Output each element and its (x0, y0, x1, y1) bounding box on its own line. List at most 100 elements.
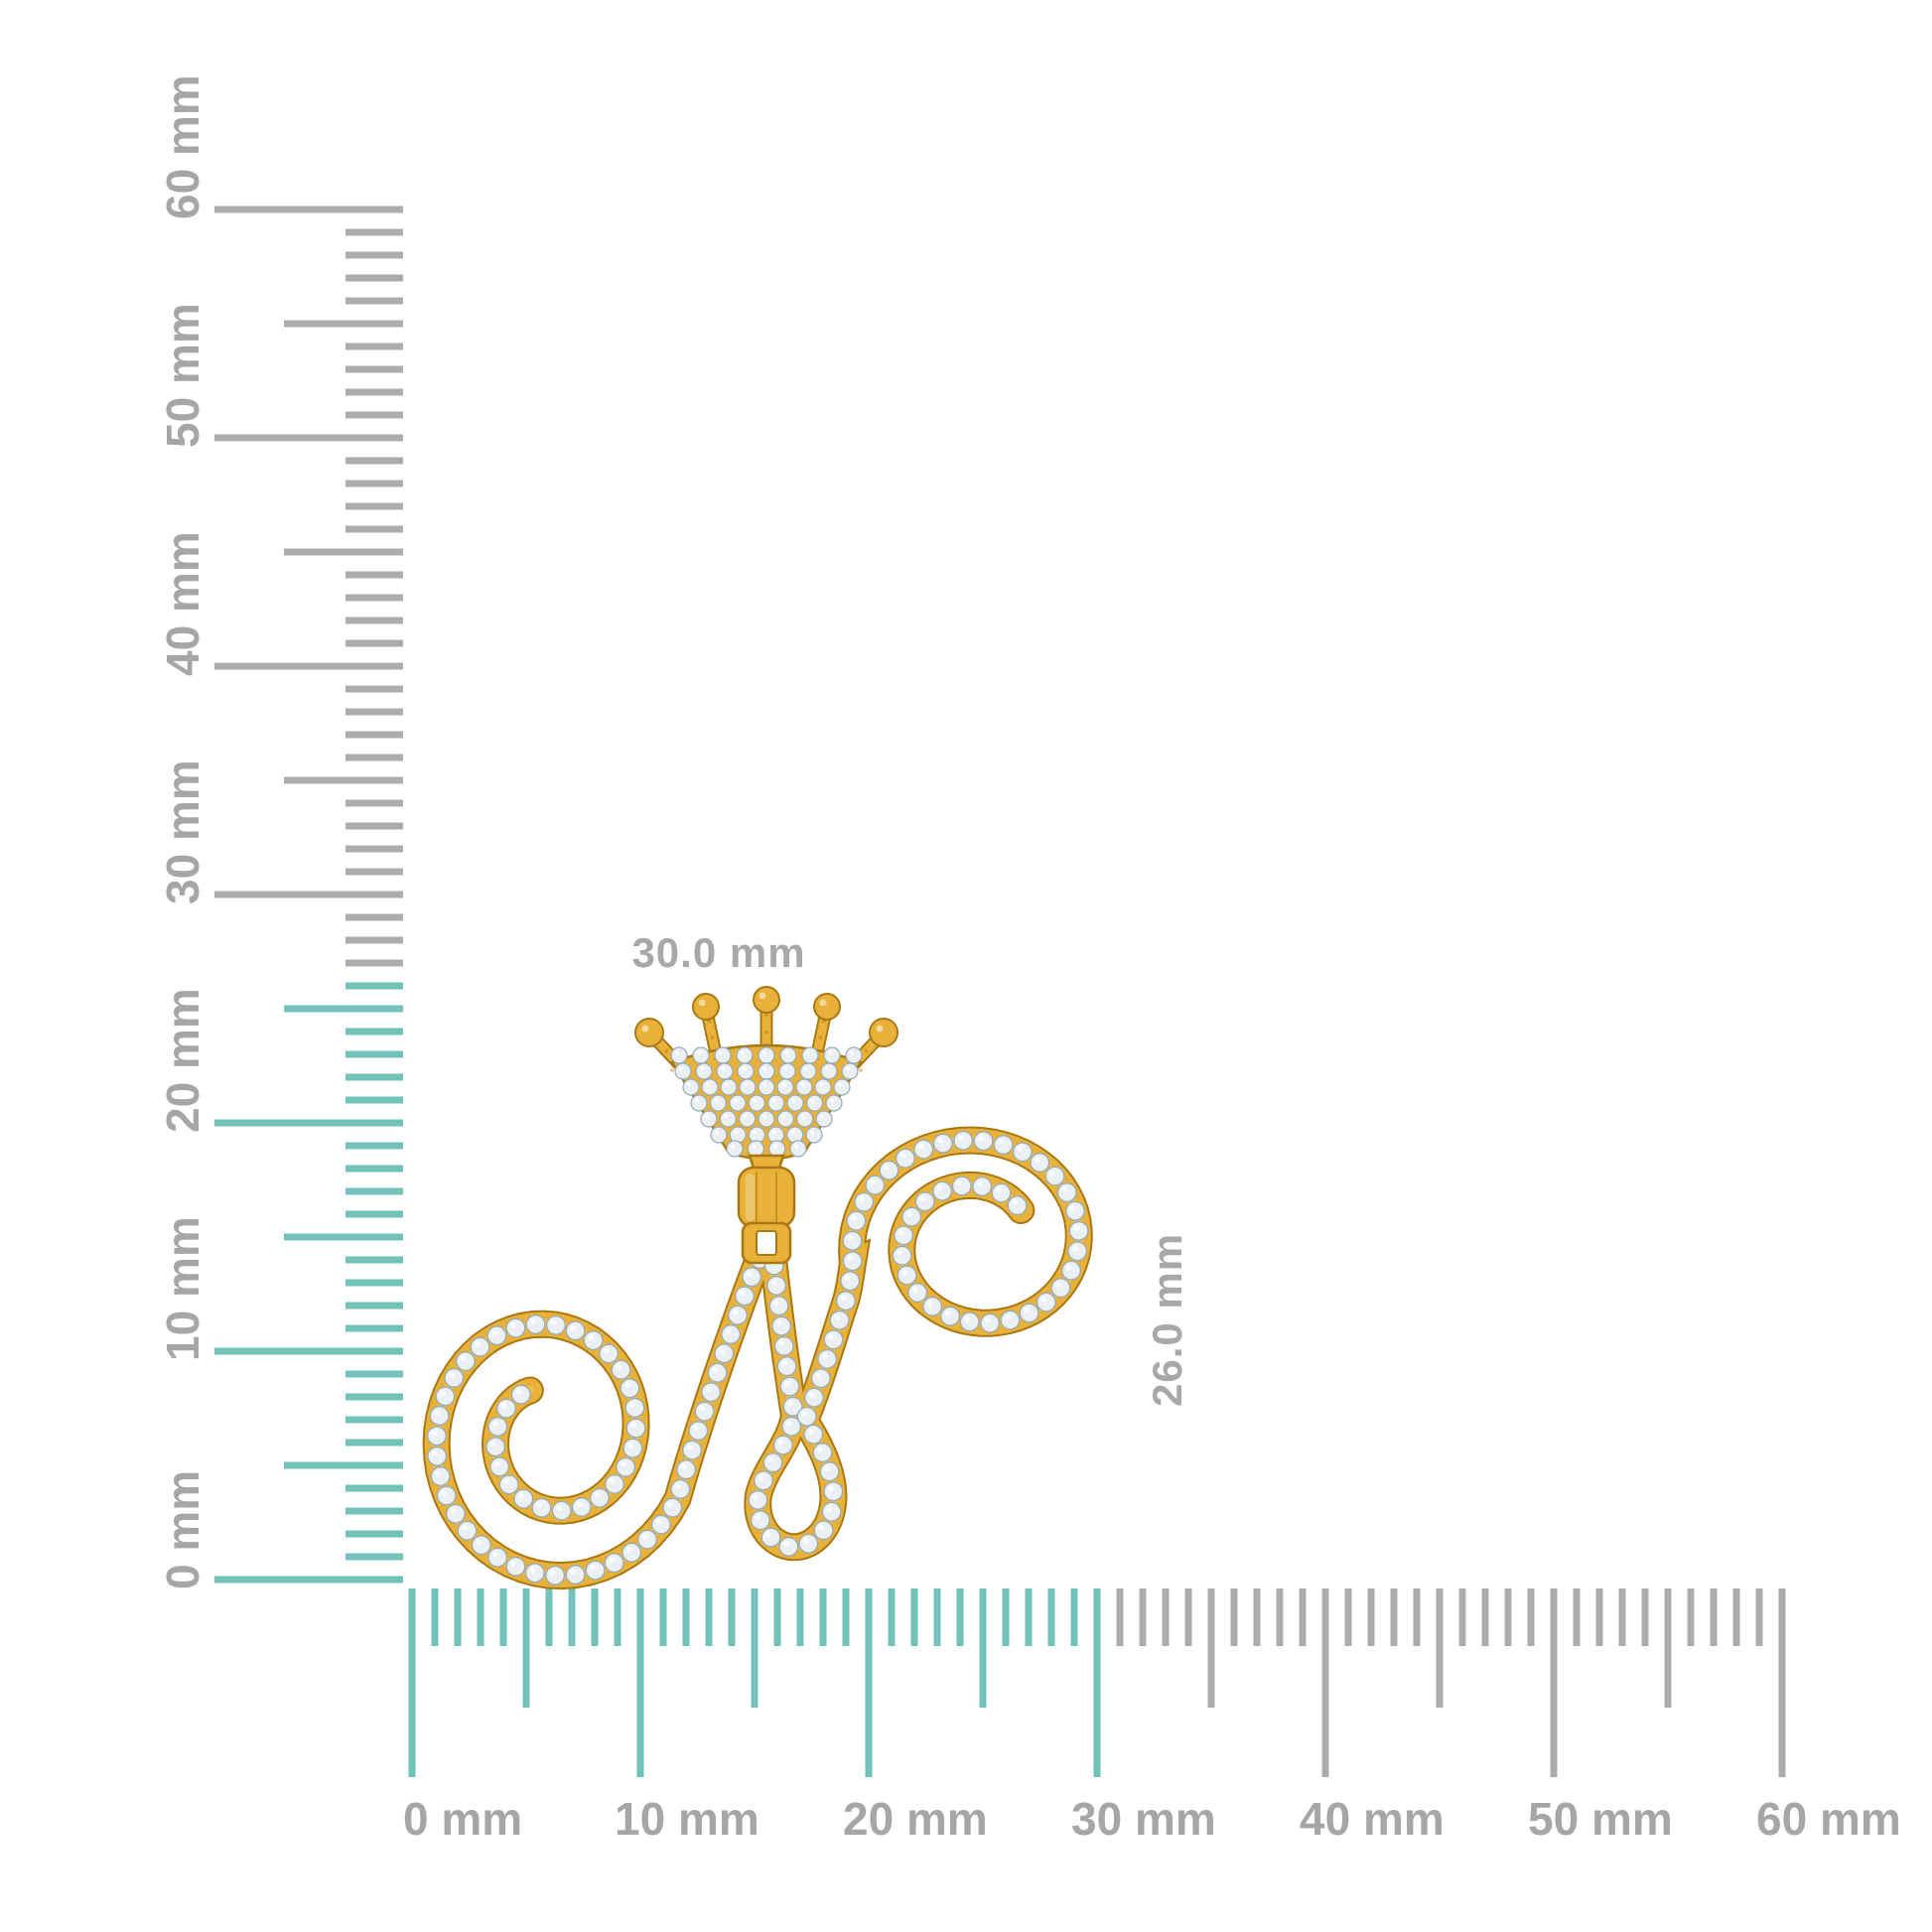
pave-stone (771, 1315, 792, 1336)
prong-milgrain-dot (764, 1030, 768, 1035)
pave-stone-glint (1040, 1296, 1047, 1303)
pave-stone (773, 1335, 794, 1356)
vertical-ruler-label: 10 mm (157, 1216, 208, 1361)
pave-stone-glint (824, 1465, 830, 1471)
ruler-tick (1070, 1588, 1078, 1646)
pave-stone (688, 1421, 709, 1442)
ruler-tick (345, 1256, 403, 1264)
pave-stone (1067, 1241, 1088, 1262)
ruler-tick (345, 457, 403, 465)
pave-stone (894, 1225, 914, 1246)
prong-milgrain-dot (764, 1013, 768, 1017)
letter-n-diamonds (427, 1130, 1089, 1586)
ruler-tick (345, 799, 403, 807)
pave-stone (879, 1160, 899, 1180)
pave-stone (932, 1133, 953, 1154)
ruler-tick (345, 845, 403, 853)
crown-pave-glint (790, 1130, 795, 1135)
pave-stone (778, 1536, 799, 1557)
ruler-tick (284, 320, 403, 328)
crown-pave-stone (700, 1110, 718, 1128)
pave-stone-glint (884, 1165, 890, 1171)
pave-stone (498, 1474, 519, 1495)
pave-stone-glint (834, 1314, 840, 1320)
pave-stone (435, 1386, 456, 1407)
pave-stone-glint (826, 1505, 832, 1512)
pave-stone-glint (529, 1567, 536, 1574)
pave-stone-glint (815, 1372, 822, 1379)
pave-stone-glint (817, 1447, 823, 1452)
ruler-tick (345, 1028, 403, 1035)
pave-stone (583, 1330, 604, 1351)
pave-stone (682, 1440, 703, 1460)
crown-pave-stone (778, 1062, 796, 1080)
crown-pave-stone (815, 1110, 833, 1128)
pave-stone (953, 1130, 974, 1151)
ruler-tick (345, 1165, 403, 1173)
ruler-tick (1687, 1588, 1695, 1646)
pave-stone (897, 1265, 917, 1286)
ruler-tick (1184, 1588, 1192, 1646)
crown-pave-glint (705, 1082, 711, 1087)
crown-pave-stone (709, 1094, 728, 1112)
pave-stone-glint (784, 1380, 790, 1387)
ruler-tick (796, 1588, 804, 1646)
pave-stone (748, 1489, 768, 1510)
pave-stone-glint (590, 1564, 596, 1571)
crown-pave-stone (823, 1046, 841, 1064)
pave-stone-glint (976, 1180, 983, 1186)
crown-pave-stone (833, 1078, 851, 1096)
pave-stone (750, 1510, 770, 1531)
crown-pave-glint (734, 1130, 739, 1135)
pave-stone (846, 1210, 867, 1231)
ruler-tick (345, 388, 403, 396)
pave-stone-glint (901, 1269, 907, 1276)
pave-stone (486, 1325, 507, 1346)
pave-stone (951, 1175, 972, 1196)
pave-stone (513, 1488, 534, 1509)
pave-stone (599, 1343, 620, 1364)
pave-stone (524, 1563, 545, 1584)
pave-stone-glint (518, 1492, 524, 1499)
crown-pave-glint (741, 1066, 747, 1071)
ruler-tick (568, 1588, 576, 1646)
prong-milgrain-dot (664, 1048, 669, 1053)
pave-stone-glint (899, 1152, 906, 1159)
pave-stone (545, 1314, 566, 1335)
ruler-tick (591, 1588, 599, 1646)
pave-stone (1012, 1142, 1033, 1163)
crown-pave-stone (776, 1110, 794, 1128)
pave-stone (624, 1398, 645, 1418)
ruler-tick (408, 1588, 416, 1777)
crown-pave-glint (818, 1082, 824, 1087)
crown-pave-stone (841, 1062, 859, 1080)
pave-stone-glint (675, 1483, 681, 1489)
crown-pave-glint (803, 1066, 809, 1071)
pave-stone (895, 1148, 915, 1169)
crown-pave-stone (789, 1140, 807, 1158)
crown-pave-glint (720, 1066, 726, 1071)
pave-stone-glint (475, 1340, 481, 1347)
crown-pave-stone (682, 1078, 700, 1096)
pave-stone (496, 1398, 516, 1419)
fan-milgrain-dot (859, 1068, 863, 1072)
crown-pave-stone (786, 1126, 804, 1144)
pave-stone-glint (510, 1321, 516, 1328)
ruler-tick (345, 297, 403, 305)
ruler-tick (1002, 1588, 1010, 1646)
crown-pave-glint (799, 1082, 805, 1087)
ruler-tick (284, 548, 403, 556)
crown-pave-glint (782, 1066, 788, 1071)
pave-stone-glint (785, 1421, 792, 1427)
pave-stone (972, 1176, 993, 1196)
crown-pave-glint (771, 1130, 776, 1135)
pave-stone (505, 1556, 526, 1577)
vertical-ruler-label: 60 mm (157, 74, 208, 219)
pave-stone-glint (435, 1470, 441, 1476)
pave-stone-glint (693, 1425, 699, 1431)
pave-stone-glint (783, 1541, 789, 1547)
pave-stone-glint (629, 1402, 635, 1408)
crown-pave-stone (670, 1046, 688, 1064)
crown-pave-glint (771, 1098, 776, 1103)
